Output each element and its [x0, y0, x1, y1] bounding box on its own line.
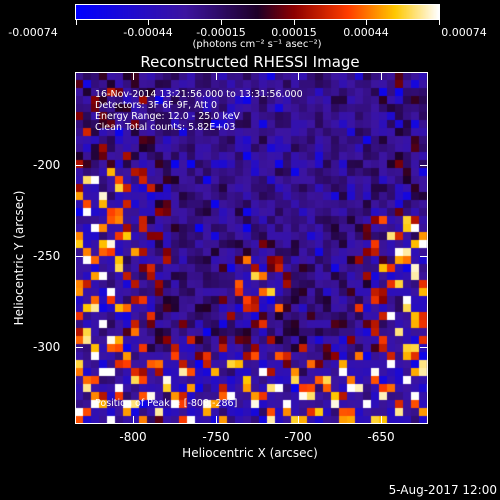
x-tick — [298, 416, 299, 424]
y-tick — [75, 256, 83, 257]
y-axis-label: Heliocentric Y (arcsec) — [12, 190, 26, 326]
y-tick — [75, 165, 83, 166]
info-time: 16-Nov-2014 13:21:56.000 to 13:31:56.000 — [95, 89, 303, 100]
peak-position: Position of Peak = [-808,-286] — [95, 398, 238, 409]
colorbar-tick — [76, 20, 77, 25]
x-tick — [381, 72, 382, 80]
colorbar — [75, 4, 440, 20]
x-tick — [133, 416, 134, 424]
plot-frame — [75, 72, 428, 424]
x-tick — [216, 72, 217, 80]
y-tick — [420, 347, 428, 348]
plot-title: Reconstructed RHESSI Image — [140, 53, 360, 71]
y-tick-label: -250 — [33, 249, 61, 263]
info-clean: Clean Total counts: 5.82E+03 — [95, 122, 236, 133]
x-tick — [216, 416, 217, 424]
colorbar-tick — [221, 20, 222, 25]
x-tick-label: -750 — [202, 430, 230, 444]
x-tick-label: -700 — [284, 430, 312, 444]
colorbar-label: 0.00044 — [343, 26, 389, 39]
colorbar-label: -0.00074 — [8, 26, 58, 39]
colorbar-tick — [366, 20, 367, 25]
image-plot: 16-Nov-2014 13:21:56.000 to 13:31:56.000… — [75, 72, 428, 424]
colorbar-label: -0.00015 — [196, 26, 246, 39]
y-tick — [420, 256, 428, 257]
colorbar-tick — [439, 20, 440, 25]
x-tick — [298, 72, 299, 80]
xray-image — [75, 72, 428, 424]
x-tick-label: -650 — [367, 430, 395, 444]
colorbar-label: 0.00074 — [441, 26, 487, 39]
colorbar-tick — [148, 20, 149, 25]
y-tick — [75, 347, 83, 348]
x-tick — [381, 416, 382, 424]
y-tick — [420, 165, 428, 166]
info-energy: Energy Range: 12.0 - 25.0 keV — [95, 111, 240, 122]
x-tick-label: -800 — [119, 430, 147, 444]
date-stamp: 5-Aug-2017 12:00 — [388, 483, 497, 497]
y-tick-label: -200 — [33, 158, 61, 172]
x-axis-label: Heliocentric X (arcsec) — [182, 446, 318, 460]
colorbar-label: 0.00015 — [271, 26, 317, 39]
info-detectors: Detectors: 3F 6F 9F, Att 0 — [95, 100, 218, 111]
colorbar-tick — [294, 20, 295, 25]
x-tick — [133, 72, 134, 80]
y-tick-label: -300 — [33, 340, 61, 354]
colorbar-units: (photons cm⁻² s⁻¹ asec⁻²) — [192, 39, 322, 50]
colorbar-label: -0.00044 — [123, 26, 173, 39]
